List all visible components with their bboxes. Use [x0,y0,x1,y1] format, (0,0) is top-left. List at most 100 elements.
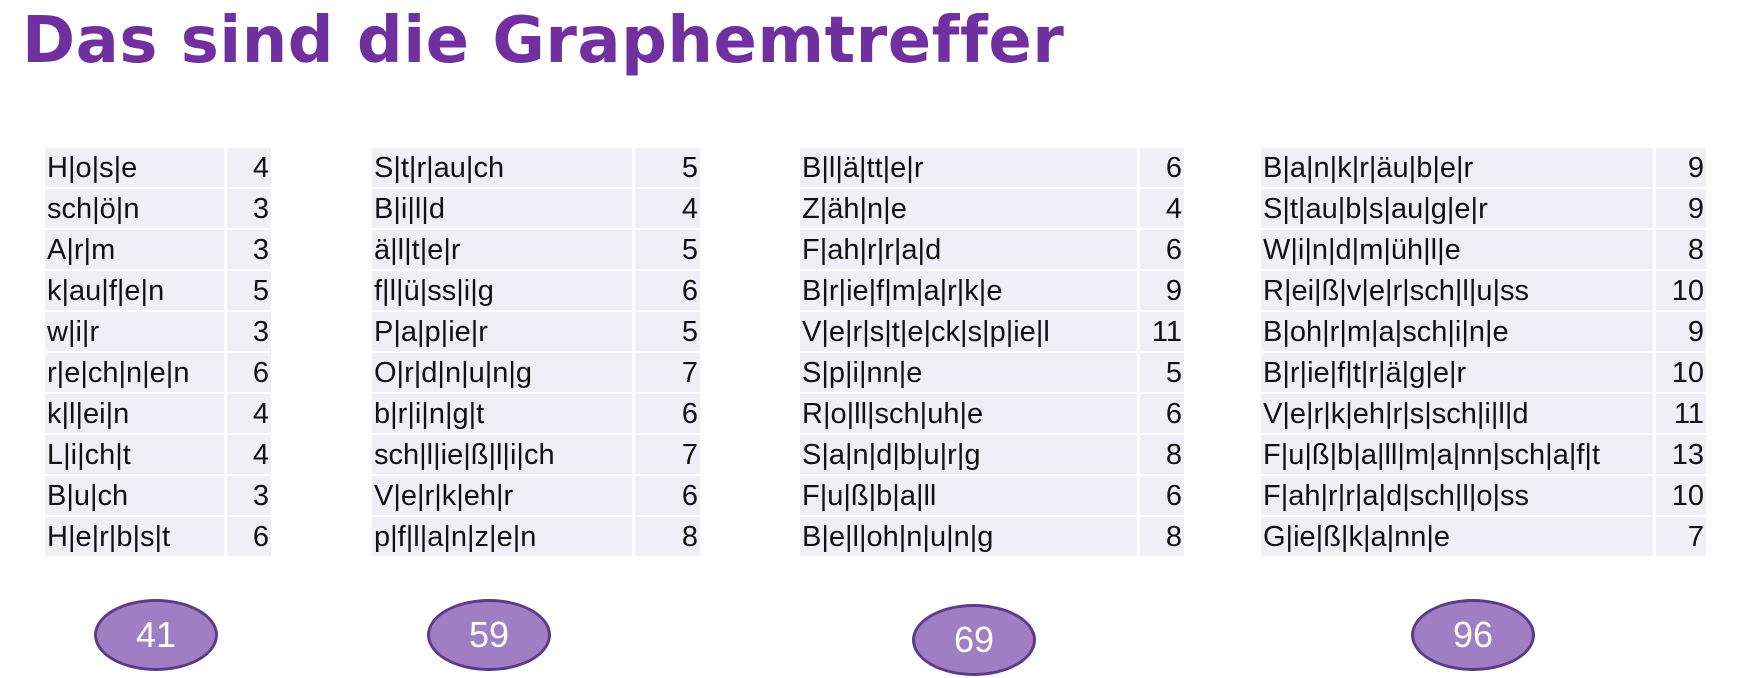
grapheme-count: 6 [635,476,700,517]
table-row: S|a|n|d|b|u|r|g 8 [800,435,1184,476]
grapheme-count: 4 [227,435,271,476]
table-row: H|o|s|e 4 [45,148,271,189]
grapheme-word: k|l|ei|n [45,394,227,435]
grapheme-table-2: S|t|r|au|ch 5 B|i|l|d 4 ä|l|t|e|r 5 f|l|ü|ss|i… [372,148,700,558]
grapheme-word: S|t|au|b|s|au|g|e|r [1261,189,1656,230]
grapheme-count: 5 [227,271,271,312]
grapheme-word: R|ei|ß|v|e|r|sch|l|u|ss [1261,271,1656,312]
grapheme-count: 7 [635,353,700,394]
grapheme-count: 5 [635,230,700,271]
table-row: B|l|ä|tt|e|r 6 [800,148,1184,189]
grapheme-count: 4 [635,189,700,230]
grapheme-count: 3 [227,189,271,230]
table-row: A|r|m 3 [45,230,271,271]
table-row: S|t|r|au|ch 5 [372,148,700,189]
table-row: k|l|ei|n 4 [45,394,271,435]
grapheme-count: 5 [1140,353,1184,394]
table-row: F|ah|r|r|a|d|sch|l|o|ss 10 [1261,476,1706,517]
grapheme-word: sch|ö|n [45,189,227,230]
table-row: ä|l|t|e|r 5 [372,230,700,271]
grapheme-count: 10 [1656,476,1706,517]
grapheme-word: ä|l|t|e|r [372,230,635,271]
grapheme-word: sch|l|ie|ß|l|i|ch [372,435,635,476]
grapheme-word: k|au|f|e|n [45,271,227,312]
grapheme-table-4: B|a|n|k|r|äu|b|e|r 9 S|t|au|b|s|au|g|e|r 9 W… [1261,148,1706,558]
grapheme-count: 9 [1656,189,1706,230]
grapheme-word: f|l|ü|ss|i|g [372,271,635,312]
grapheme-word: F|ah|r|r|a|d|sch|l|o|ss [1261,476,1656,517]
grapheme-count: 8 [1140,517,1184,558]
grapheme-count: 3 [227,230,271,271]
grapheme-word: B|a|n|k|r|äu|b|e|r [1261,148,1656,189]
grapheme-word: W|i|n|d|m|üh|l|e [1261,230,1656,271]
grapheme-word: S|a|n|d|b|u|r|g [800,435,1140,476]
table-row: F|u|ß|b|a|ll 6 [800,476,1184,517]
grapheme-word: Z|äh|n|e [800,189,1140,230]
grapheme-word: w|i|r [45,312,227,353]
grapheme-count: 10 [1656,353,1706,394]
table-row: P|a|p|ie|r 5 [372,312,700,353]
grapheme-word: V|e|r|k|eh|r|s|sch|i|l|d [1261,394,1656,435]
table-row: F|u|ß|b|a|ll|m|a|nn|sch|a|f|t 13 [1261,435,1706,476]
grapheme-word: B|r|ie|f|m|a|r|k|e [800,271,1140,312]
table-row: V|e|r|k|eh|r|s|sch|i|l|d 11 [1261,394,1706,435]
grapheme-word: B|oh|r|m|a|sch|i|n|e [1261,312,1656,353]
grapheme-count: 9 [1656,148,1706,189]
page-title: Das sind die Graphemtreffer [22,4,1065,78]
table-row: W|i|n|d|m|üh|l|e 8 [1261,230,1706,271]
grapheme-count: 7 [1656,517,1706,558]
grapheme-count: 11 [1656,394,1706,435]
table-row: V|e|r|k|eh|r 6 [372,476,700,517]
grapheme-count: 13 [1656,435,1706,476]
table-row: B|oh|r|m|a|sch|i|n|e 9 [1261,312,1706,353]
grapheme-word: V|e|r|s|t|e|ck|s|p|ie|l [800,312,1140,353]
grapheme-word: H|e|r|b|s|t [45,517,227,558]
table-row: S|p|i|nn|e 5 [800,353,1184,394]
grapheme-count: 7 [635,435,700,476]
grapheme-word: A|r|m [45,230,227,271]
grapheme-word: S|p|i|nn|e [800,353,1140,394]
total-badge-2: 59 [427,599,551,671]
grapheme-count: 6 [1140,476,1184,517]
table-row: B|r|ie|f|t|r|ä|g|e|r 10 [1261,353,1706,394]
table-row: L|i|ch|t 4 [45,435,271,476]
grapheme-table-1: H|o|s|e 4 sch|ö|n 3 A|r|m 3 k|au|f|e|n 5 w|i|r 3 r… [45,148,271,558]
grapheme-count: 6 [227,353,271,394]
grapheme-count: 6 [1140,230,1184,271]
grapheme-word: B|e|l|oh|n|u|n|g [800,517,1140,558]
table-row: B|a|n|k|r|äu|b|e|r 9 [1261,148,1706,189]
grapheme-count: 11 [1140,312,1184,353]
grapheme-count: 6 [1140,394,1184,435]
grapheme-count: 8 [1656,230,1706,271]
total-badge-4: 96 [1411,599,1535,671]
grapheme-word: R|o|ll|sch|uh|e [800,394,1140,435]
grapheme-word: O|r|d|n|u|n|g [372,353,635,394]
grapheme-table-3: B|l|ä|tt|e|r 6 Z|äh|n|e 4 F|ah|r|r|a|d 6 B|r|i… [800,148,1184,558]
grapheme-count: 3 [227,476,271,517]
grapheme-word: V|e|r|k|eh|r [372,476,635,517]
table-row: f|l|ü|ss|i|g 6 [372,271,700,312]
grapheme-word: b|r|i|n|g|t [372,394,635,435]
grapheme-word: H|o|s|e [45,148,227,189]
table-row: B|r|ie|f|m|a|r|k|e 9 [800,271,1184,312]
total-badge-3: 69 [912,604,1036,676]
grapheme-count: 6 [227,517,271,558]
grapheme-word: p|f|l|a|n|z|e|n [372,517,635,558]
table-row: R|o|ll|sch|uh|e 6 [800,394,1184,435]
grapheme-count: 9 [1140,271,1184,312]
grapheme-count: 4 [227,394,271,435]
grapheme-word: B|i|l|d [372,189,635,230]
table-row: p|f|l|a|n|z|e|n 8 [372,517,700,558]
grapheme-count: 4 [1140,189,1184,230]
grapheme-word: G|ie|ß|k|a|nn|e [1261,517,1656,558]
table-row: R|ei|ß|v|e|r|sch|l|u|ss 10 [1261,271,1706,312]
grapheme-count: 5 [635,312,700,353]
grapheme-word: r|e|ch|n|e|n [45,353,227,394]
table-row: w|i|r 3 [45,312,271,353]
grapheme-word: F|u|ß|b|a|ll|m|a|nn|sch|a|f|t [1261,435,1656,476]
grapheme-word: F|u|ß|b|a|ll [800,476,1140,517]
table-row: H|e|r|b|s|t 6 [45,517,271,558]
table-row: B|e|l|oh|n|u|n|g 8 [800,517,1184,558]
table-row: S|t|au|b|s|au|g|e|r 9 [1261,189,1706,230]
grapheme-count: 10 [1656,271,1706,312]
